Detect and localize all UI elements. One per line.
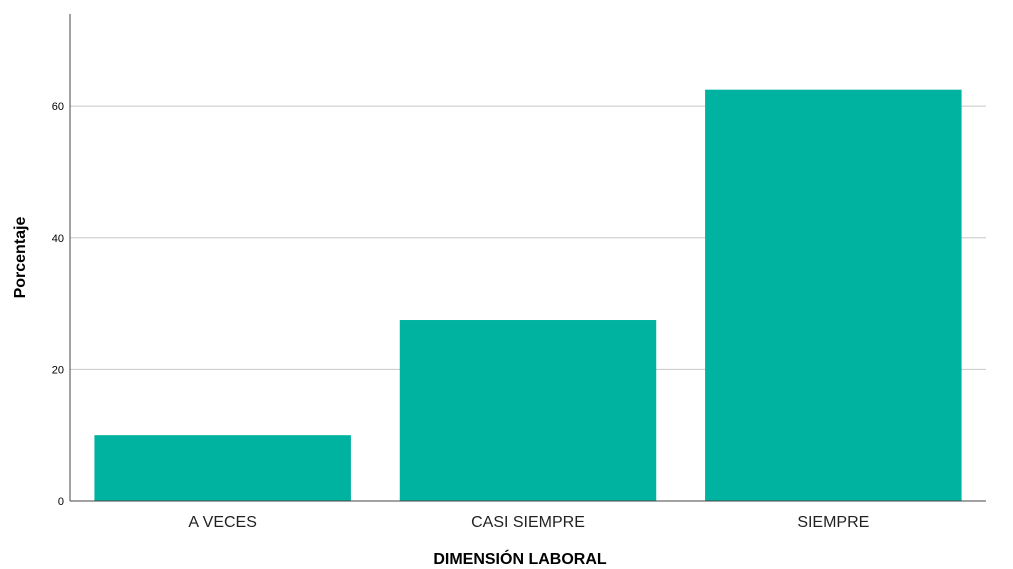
y-tick-label: 0 <box>58 496 64 508</box>
x-axis-title: DIMENSIÓN LABORAL <box>433 549 607 568</box>
y-tick-labels: 0 20 40 60 <box>52 101 64 508</box>
x-category-label: A VECES <box>188 514 256 531</box>
x-category-label: SIEMPRE <box>797 514 869 531</box>
y-tick-label: 40 <box>52 233 64 245</box>
x-category-label: CASI SIEMPRE <box>471 514 585 531</box>
bars <box>94 89 962 501</box>
y-axis-title: Porcentaje <box>12 216 29 298</box>
y-tick-label: 20 <box>52 364 64 376</box>
bar <box>399 320 657 501</box>
bar <box>94 435 351 501</box>
bar <box>705 89 962 501</box>
x-category-labels: A VECES CASI SIEMPRE SIEMPRE <box>188 514 869 531</box>
y-tick-label: 60 <box>52 101 64 113</box>
